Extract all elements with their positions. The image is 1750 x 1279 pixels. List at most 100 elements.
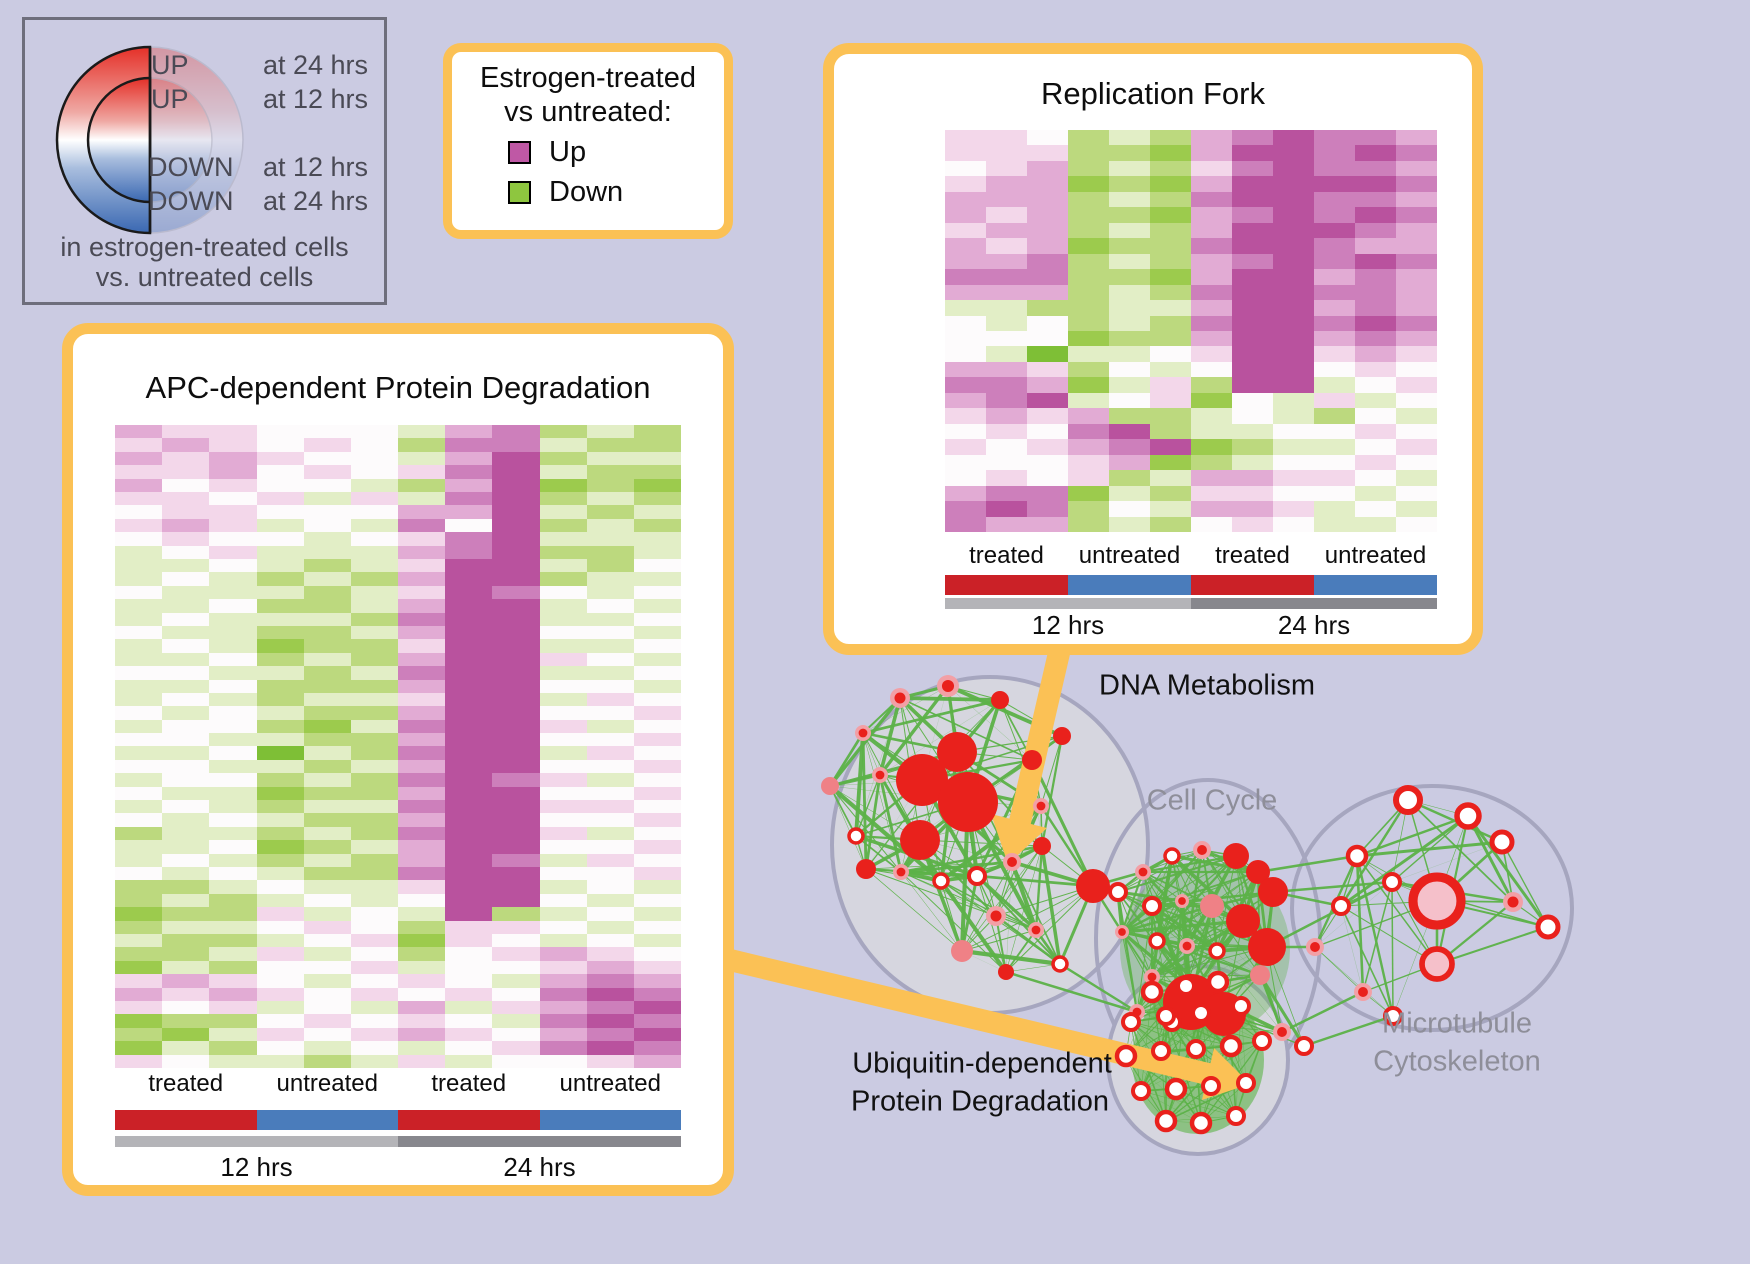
heatmap-cell bbox=[1355, 176, 1396, 192]
heatmap-cell bbox=[1314, 145, 1355, 161]
legend-up-24: UP bbox=[151, 50, 189, 80]
heatmap-cell bbox=[350, 612, 398, 626]
heatmap-cell bbox=[115, 465, 163, 479]
heatmap-cell bbox=[492, 1014, 540, 1028]
network-edge bbox=[961, 948, 1061, 967]
heatmap-cell bbox=[633, 518, 681, 533]
gene-node-solid bbox=[1022, 750, 1042, 770]
heatmap-cell bbox=[586, 826, 634, 841]
network-edge bbox=[1171, 855, 1274, 893]
network-edge bbox=[1181, 891, 1274, 902]
heatmap-cell bbox=[209, 1001, 257, 1015]
heatmap-cell bbox=[492, 666, 540, 680]
heatmap-cell bbox=[1232, 222, 1273, 239]
heatmap-cell bbox=[539, 853, 587, 868]
heatmap-cell bbox=[445, 800, 493, 814]
heatmap-cell bbox=[209, 438, 257, 452]
heatmap-cell bbox=[445, 934, 493, 948]
heatmap-cell bbox=[1273, 470, 1314, 486]
network-edge bbox=[1040, 735, 1063, 807]
heatmap-cell bbox=[945, 408, 986, 424]
heatmap-cell bbox=[1232, 315, 1273, 331]
heatmap-cell bbox=[633, 625, 681, 640]
heatmap-cell bbox=[115, 491, 163, 506]
heatmap-cell bbox=[398, 893, 446, 908]
network-edge bbox=[1314, 946, 1364, 993]
heatmap-cell bbox=[633, 974, 681, 988]
heatmap-cell bbox=[256, 974, 304, 988]
heatmap-cell bbox=[539, 1014, 587, 1028]
gene-node-halo-core bbox=[941, 679, 955, 693]
gene-node-bigpink bbox=[1408, 872, 1466, 930]
heatmap-cell bbox=[115, 532, 163, 546]
network-edge bbox=[862, 685, 949, 734]
heatmap-cell bbox=[1355, 392, 1396, 409]
heatmap-cell bbox=[586, 1001, 634, 1015]
heatmap-cell bbox=[398, 800, 446, 814]
heatmap-cell bbox=[492, 599, 540, 613]
heatmap-cell bbox=[492, 934, 540, 948]
gene-node-ring bbox=[1236, 1073, 1256, 1093]
heatmap-cell bbox=[256, 867, 304, 881]
heatmap-cell bbox=[350, 451, 398, 466]
heatmap-cell bbox=[492, 518, 540, 533]
heatmap-cell bbox=[445, 465, 493, 479]
heatmap-cell bbox=[633, 599, 681, 613]
heatmap-cell bbox=[209, 733, 257, 747]
network-edge bbox=[1466, 815, 1515, 903]
heatmap-cell bbox=[162, 679, 210, 693]
gene-node-pink bbox=[951, 940, 973, 962]
heatmap-cell bbox=[539, 518, 587, 533]
heatmap-cell bbox=[1314, 238, 1355, 254]
heatmap-cell bbox=[209, 1014, 257, 1028]
heatmap-cell bbox=[586, 451, 634, 466]
heatmap-cell bbox=[539, 786, 587, 801]
heatmap-cell bbox=[1150, 454, 1191, 471]
heatmap-cell bbox=[945, 501, 986, 517]
heatmap-cell bbox=[256, 826, 304, 841]
heatmap-cell bbox=[586, 719, 634, 734]
heatmap-cell bbox=[1396, 315, 1437, 331]
network-edge bbox=[1117, 891, 1213, 907]
heatmap-cell bbox=[162, 438, 210, 452]
heatmap-cell bbox=[209, 612, 257, 626]
network-edge bbox=[865, 868, 963, 952]
network-edge bbox=[1314, 881, 1393, 948]
network-edge bbox=[1121, 931, 1138, 1013]
network-edge bbox=[1034, 845, 1044, 931]
rep-treated-24-label: treated bbox=[1215, 542, 1290, 569]
heatmap-cell bbox=[445, 612, 493, 626]
heatmap-cell bbox=[115, 1014, 163, 1028]
estrogen-title-line2: vs untreated: bbox=[504, 96, 672, 128]
label-microtubule: Microtubule bbox=[1382, 1007, 1532, 1040]
heatmap-cell bbox=[350, 813, 398, 827]
heatmap-cell bbox=[209, 947, 257, 961]
network-edge bbox=[1117, 891, 1188, 947]
network-edge bbox=[1040, 845, 1062, 965]
heatmap-cell bbox=[633, 679, 681, 693]
heatmap-cell bbox=[1191, 423, 1232, 440]
network-edge bbox=[828, 696, 902, 788]
heatmap-cell bbox=[1027, 423, 1068, 440]
heatmap-cell bbox=[1027, 408, 1068, 424]
heatmap-cell bbox=[303, 813, 351, 827]
network-edge bbox=[829, 785, 857, 837]
heatmap-cell bbox=[986, 408, 1027, 424]
untreated-bar bbox=[1314, 575, 1437, 595]
heatmap-cell bbox=[303, 719, 351, 734]
heatmap-cell bbox=[256, 639, 304, 653]
label-dna-metabolism: DNA Metabolism bbox=[1099, 669, 1315, 702]
heatmap-cell bbox=[398, 960, 446, 975]
heatmap-cell bbox=[115, 960, 163, 975]
gene-node-halo-core bbox=[1178, 897, 1186, 905]
heatmap-cell bbox=[1027, 300, 1068, 316]
label-cytoskeleton: Cytoskeleton bbox=[1373, 1045, 1541, 1078]
network-edge bbox=[1258, 974, 1306, 1047]
heatmap-cell bbox=[115, 639, 163, 653]
heatmap-cell bbox=[256, 893, 304, 908]
heatmap-cell bbox=[162, 599, 210, 613]
legend-at-24hrs-bottom: at 24 hrs bbox=[262, 186, 368, 216]
heatmap-cell bbox=[115, 893, 163, 908]
network-edge bbox=[1171, 854, 1259, 874]
heatmap-cell bbox=[445, 786, 493, 801]
